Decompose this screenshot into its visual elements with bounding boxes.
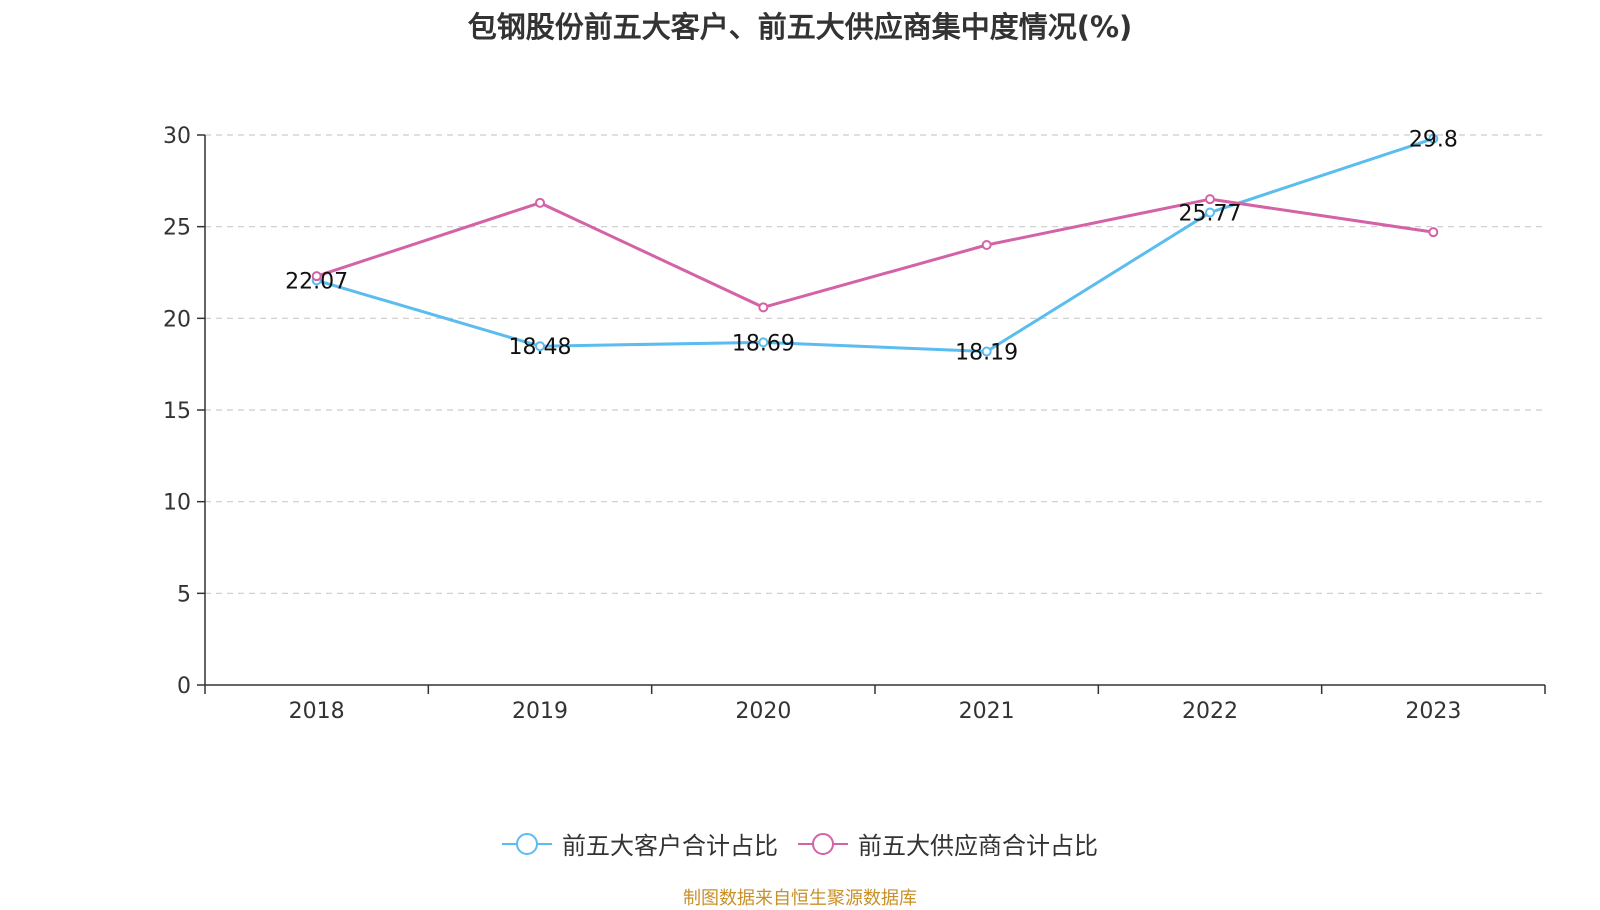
- series-1-point[interactable]: [1428, 227, 1439, 238]
- data-label: 18.19: [955, 341, 1018, 366]
- legend: 前五大客户合计占比 前五大供应商合计占比: [0, 826, 1600, 861]
- y-axis: 0 5 10 15 20 25 30: [163, 124, 206, 699]
- y-tick-label: 5: [177, 582, 191, 607]
- series-0-point[interactable]: [758, 337, 769, 348]
- series-1-point[interactable]: [758, 302, 769, 313]
- chart-title: 包钢股份前五大客户、前五大供应商集中度情况(%): [467, 10, 1133, 44]
- y-tick-label: 15: [163, 399, 191, 424]
- legend-marker-customers-icon: [502, 832, 552, 855]
- series-0-point[interactable]: [535, 341, 545, 352]
- x-tick-label: 2018: [289, 699, 345, 724]
- data-labels: 22.07 18.48 18.69 18.19 25.77 29.8: [285, 128, 1458, 366]
- series-group: [311, 133, 1439, 357]
- data-label: 29.8: [1409, 128, 1458, 153]
- series-1-point[interactable]: [1205, 194, 1215, 205]
- x-tick-label: 2021: [959, 699, 1015, 724]
- series-0-point[interactable]: [981, 346, 992, 357]
- series-1-point[interactable]: [981, 240, 992, 250]
- series-line-0: [316, 137, 1434, 354]
- legend-label-customers: 前五大客户合计占比: [562, 832, 778, 860]
- y-tick-label: 0: [177, 674, 191, 699]
- y-tick-label: 20: [163, 307, 191, 332]
- legend-item-suppliers[interactable]: 前五大供应商合计占比: [798, 826, 1098, 861]
- legend-item-customers[interactable]: 前五大客户合计占比: [502, 826, 778, 861]
- data-label: 25.77: [1179, 202, 1242, 227]
- series-line-1: [316, 197, 1434, 309]
- y-tick-label: 30: [163, 124, 191, 149]
- x-tick-label: 2023: [1405, 699, 1461, 724]
- grid-lines: [205, 134, 1545, 594]
- x-tick-label: 2022: [1182, 699, 1238, 724]
- series-1-point[interactable]: [311, 271, 322, 282]
- source-note: 制图数据来自恒生聚源数据库: [683, 888, 917, 909]
- legend-marker-suppliers-icon: [798, 832, 848, 855]
- y-tick-label: 25: [163, 216, 191, 241]
- series-1-point[interactable]: [535, 197, 545, 208]
- data-label: 18.48: [509, 335, 572, 360]
- data-label: 18.69: [732, 331, 795, 356]
- x-tick-label: 2019: [512, 699, 568, 724]
- legend-label-suppliers: 前五大供应商合计占比: [858, 832, 1098, 860]
- data-label: 22.07: [285, 269, 348, 294]
- y-tick-label: 10: [163, 491, 191, 516]
- x-axis: 2018 2019 2020 2021 2022 2023: [204, 684, 1546, 724]
- series-0-point[interactable]: [1428, 133, 1439, 144]
- x-tick-label: 2020: [735, 699, 791, 724]
- series-0-point[interactable]: [1205, 207, 1215, 218]
